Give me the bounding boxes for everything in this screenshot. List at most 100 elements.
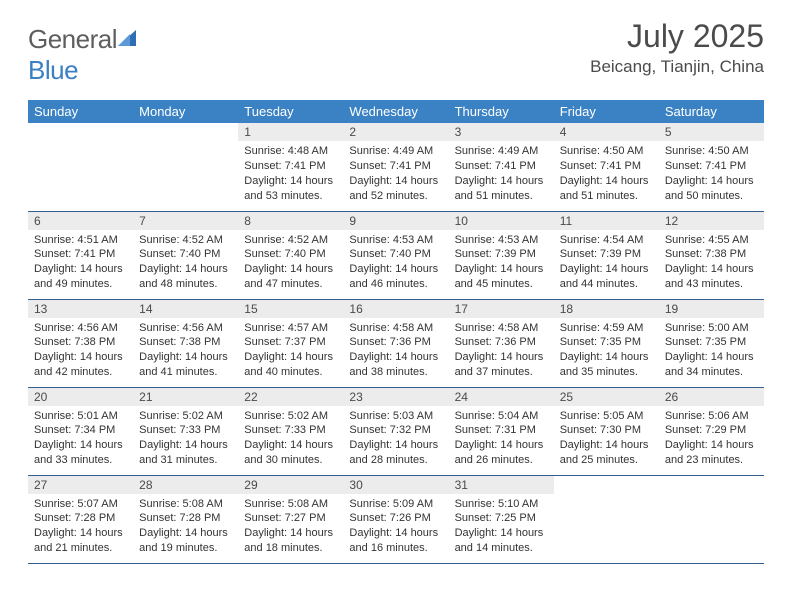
calendar-cell: 11Sunrise: 4:54 AMSunset: 7:39 PMDayligh… (554, 211, 659, 299)
calendar-cell (659, 475, 764, 563)
day-number: 30 (343, 476, 448, 494)
calendar-cell: 29Sunrise: 5:08 AMSunset: 7:27 PMDayligh… (238, 475, 343, 563)
calendar-cell: 12Sunrise: 4:55 AMSunset: 7:38 PMDayligh… (659, 211, 764, 299)
day-number: 13 (28, 300, 133, 318)
calendar-cell: 15Sunrise: 4:57 AMSunset: 7:37 PMDayligh… (238, 299, 343, 387)
day-detail: Sunrise: 5:01 AMSunset: 7:34 PMDaylight:… (28, 406, 133, 473)
day-detail: Sunrise: 4:57 AMSunset: 7:37 PMDaylight:… (238, 318, 343, 385)
calendar-cell: 30Sunrise: 5:09 AMSunset: 7:26 PMDayligh… (343, 475, 448, 563)
day-number: 6 (28, 212, 133, 230)
day-detail: Sunrise: 4:49 AMSunset: 7:41 PMDaylight:… (343, 141, 448, 208)
day-detail: Sunrise: 4:56 AMSunset: 7:38 PMDaylight:… (28, 318, 133, 385)
day-detail: Sunrise: 4:58 AMSunset: 7:36 PMDaylight:… (343, 318, 448, 385)
calendar-cell: 28Sunrise: 5:08 AMSunset: 7:28 PMDayligh… (133, 475, 238, 563)
day-number: 27 (28, 476, 133, 494)
day-detail: Sunrise: 5:06 AMSunset: 7:29 PMDaylight:… (659, 406, 764, 473)
day-detail: Sunrise: 4:53 AMSunset: 7:40 PMDaylight:… (343, 230, 448, 297)
location-text: Beicang, Tianjin, China (590, 57, 764, 77)
day-detail: Sunrise: 5:08 AMSunset: 7:27 PMDaylight:… (238, 494, 343, 561)
day-number: 22 (238, 388, 343, 406)
calendar-cell: 21Sunrise: 5:02 AMSunset: 7:33 PMDayligh… (133, 387, 238, 475)
calendar-cell: 19Sunrise: 5:00 AMSunset: 7:35 PMDayligh… (659, 299, 764, 387)
calendar-cell: 5Sunrise: 4:50 AMSunset: 7:41 PMDaylight… (659, 123, 764, 211)
day-detail: Sunrise: 4:50 AMSunset: 7:41 PMDaylight:… (554, 141, 659, 208)
day-number: 9 (343, 212, 448, 230)
logo-sail-icon (118, 35, 140, 52)
day-number: 25 (554, 388, 659, 406)
day-number: 16 (343, 300, 448, 318)
day-detail: Sunrise: 5:04 AMSunset: 7:31 PMDaylight:… (449, 406, 554, 473)
day-number: 23 (343, 388, 448, 406)
calendar-week-row: 27Sunrise: 5:07 AMSunset: 7:28 PMDayligh… (28, 475, 764, 563)
weekday-header: Saturday (659, 100, 764, 123)
calendar-cell: 1Sunrise: 4:48 AMSunset: 7:41 PMDaylight… (238, 123, 343, 211)
calendar-cell: 23Sunrise: 5:03 AMSunset: 7:32 PMDayligh… (343, 387, 448, 475)
calendar-cell: 26Sunrise: 5:06 AMSunset: 7:29 PMDayligh… (659, 387, 764, 475)
day-detail: Sunrise: 5:09 AMSunset: 7:26 PMDaylight:… (343, 494, 448, 561)
calendar-cell: 6Sunrise: 4:51 AMSunset: 7:41 PMDaylight… (28, 211, 133, 299)
logo: General Blue (28, 18, 140, 86)
day-number: 19 (659, 300, 764, 318)
calendar-cell (554, 475, 659, 563)
day-detail: Sunrise: 5:03 AMSunset: 7:32 PMDaylight:… (343, 406, 448, 473)
calendar-cell (28, 123, 133, 211)
day-number: 5 (659, 123, 764, 141)
day-number: 12 (659, 212, 764, 230)
calendar-week-row: 1Sunrise: 4:48 AMSunset: 7:41 PMDaylight… (28, 123, 764, 211)
title-block: July 2025 Beicang, Tianjin, China (590, 18, 764, 77)
day-number: 8 (238, 212, 343, 230)
day-number: 17 (449, 300, 554, 318)
logo-text-general: General (28, 24, 117, 54)
day-detail: Sunrise: 5:02 AMSunset: 7:33 PMDaylight:… (133, 406, 238, 473)
day-detail: Sunrise: 4:59 AMSunset: 7:35 PMDaylight:… (554, 318, 659, 385)
day-number: 11 (554, 212, 659, 230)
day-detail: Sunrise: 5:00 AMSunset: 7:35 PMDaylight:… (659, 318, 764, 385)
day-number: 24 (449, 388, 554, 406)
day-number: 4 (554, 123, 659, 141)
calendar-cell: 8Sunrise: 4:52 AMSunset: 7:40 PMDaylight… (238, 211, 343, 299)
day-number: 7 (133, 212, 238, 230)
weekday-header: Friday (554, 100, 659, 123)
logo-text-blue: Blue (28, 55, 78, 85)
day-detail: Sunrise: 5:02 AMSunset: 7:33 PMDaylight:… (238, 406, 343, 473)
day-number: 15 (238, 300, 343, 318)
day-detail: Sunrise: 5:10 AMSunset: 7:25 PMDaylight:… (449, 494, 554, 561)
day-detail: Sunrise: 4:56 AMSunset: 7:38 PMDaylight:… (133, 318, 238, 385)
calendar-cell: 7Sunrise: 4:52 AMSunset: 7:40 PMDaylight… (133, 211, 238, 299)
calendar-cell: 14Sunrise: 4:56 AMSunset: 7:38 PMDayligh… (133, 299, 238, 387)
day-number: 3 (449, 123, 554, 141)
weekday-header: Monday (133, 100, 238, 123)
calendar-table: SundayMondayTuesdayWednesdayThursdayFrid… (28, 100, 764, 564)
calendar-cell: 25Sunrise: 5:05 AMSunset: 7:30 PMDayligh… (554, 387, 659, 475)
calendar-week-row: 6Sunrise: 4:51 AMSunset: 7:41 PMDaylight… (28, 211, 764, 299)
day-detail: Sunrise: 4:58 AMSunset: 7:36 PMDaylight:… (449, 318, 554, 385)
day-number: 2 (343, 123, 448, 141)
day-number: 29 (238, 476, 343, 494)
calendar-header-row: SundayMondayTuesdayWednesdayThursdayFrid… (28, 100, 764, 123)
day-detail: Sunrise: 5:07 AMSunset: 7:28 PMDaylight:… (28, 494, 133, 561)
calendar-week-row: 13Sunrise: 4:56 AMSunset: 7:38 PMDayligh… (28, 299, 764, 387)
calendar-cell: 22Sunrise: 5:02 AMSunset: 7:33 PMDayligh… (238, 387, 343, 475)
weekday-header: Wednesday (343, 100, 448, 123)
weekday-header: Tuesday (238, 100, 343, 123)
day-number: 31 (449, 476, 554, 494)
day-detail: Sunrise: 4:48 AMSunset: 7:41 PMDaylight:… (238, 141, 343, 208)
calendar-week-row: 20Sunrise: 5:01 AMSunset: 7:34 PMDayligh… (28, 387, 764, 475)
day-number: 1 (238, 123, 343, 141)
weekday-header: Sunday (28, 100, 133, 123)
day-number: 26 (659, 388, 764, 406)
calendar-cell: 3Sunrise: 4:49 AMSunset: 7:41 PMDaylight… (449, 123, 554, 211)
weekday-header: Thursday (449, 100, 554, 123)
day-detail: Sunrise: 4:52 AMSunset: 7:40 PMDaylight:… (238, 230, 343, 297)
calendar-cell: 31Sunrise: 5:10 AMSunset: 7:25 PMDayligh… (449, 475, 554, 563)
calendar-cell: 13Sunrise: 4:56 AMSunset: 7:38 PMDayligh… (28, 299, 133, 387)
calendar-cell: 16Sunrise: 4:58 AMSunset: 7:36 PMDayligh… (343, 299, 448, 387)
calendar-cell (133, 123, 238, 211)
day-detail: Sunrise: 4:50 AMSunset: 7:41 PMDaylight:… (659, 141, 764, 208)
calendar-cell: 18Sunrise: 4:59 AMSunset: 7:35 PMDayligh… (554, 299, 659, 387)
calendar-cell: 17Sunrise: 4:58 AMSunset: 7:36 PMDayligh… (449, 299, 554, 387)
calendar-cell: 10Sunrise: 4:53 AMSunset: 7:39 PMDayligh… (449, 211, 554, 299)
calendar-cell: 20Sunrise: 5:01 AMSunset: 7:34 PMDayligh… (28, 387, 133, 475)
day-number: 20 (28, 388, 133, 406)
day-detail: Sunrise: 4:52 AMSunset: 7:40 PMDaylight:… (133, 230, 238, 297)
